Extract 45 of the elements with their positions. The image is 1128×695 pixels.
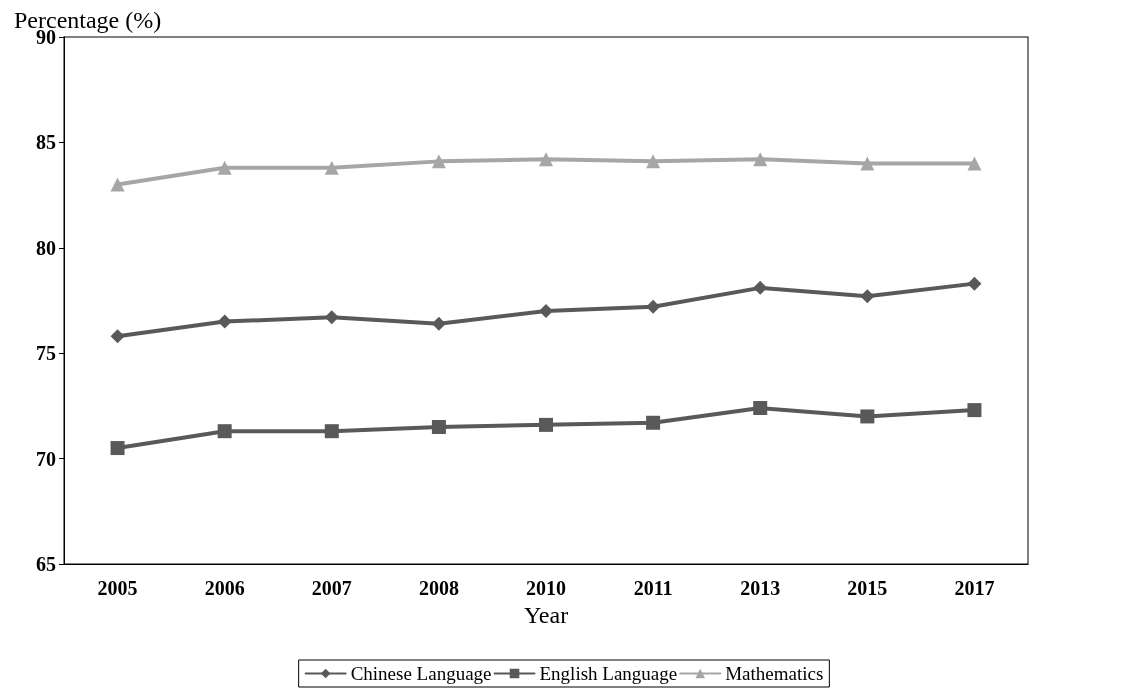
point	[217, 424, 232, 439]
point	[110, 177, 125, 192]
x-tick-label: 2013	[740, 577, 781, 599]
legend-label: Mathematics	[725, 663, 824, 684]
point	[753, 152, 768, 167]
point	[753, 280, 768, 295]
point	[110, 441, 125, 456]
point	[110, 329, 125, 344]
y-tick-label: 70	[36, 447, 56, 470]
x-tick-label: 2007	[311, 577, 352, 599]
point	[539, 304, 553, 319]
point	[431, 316, 446, 331]
y-tick-label: 75	[36, 342, 56, 365]
y-tick-label: 85	[36, 131, 56, 154]
x-axis-title: Year	[523, 601, 569, 628]
x-tick-label: 2005	[97, 577, 138, 599]
y-tick-label: 80	[36, 236, 56, 259]
legend-label: Chinese Language	[350, 663, 492, 684]
point	[217, 314, 232, 329]
point	[967, 276, 982, 291]
point	[217, 160, 232, 175]
y-tick-label: 65	[36, 553, 56, 575]
point	[431, 154, 446, 169]
point	[646, 415, 661, 430]
x-tick-label: 2010	[526, 577, 566, 599]
point	[753, 401, 768, 416]
point	[431, 419, 446, 434]
point	[646, 154, 661, 169]
point	[860, 156, 875, 171]
point	[967, 156, 982, 171]
x-tick-label: 2008	[418, 577, 459, 599]
point	[860, 289, 875, 304]
point	[646, 299, 661, 314]
x-tick-label: 2015	[847, 577, 888, 599]
point	[324, 160, 339, 175]
point	[860, 409, 875, 424]
point	[324, 424, 339, 439]
x-tick-label: 2017	[954, 577, 995, 599]
point	[539, 152, 553, 167]
point	[967, 403, 982, 418]
point	[324, 310, 339, 325]
x-tick-label: 2006	[204, 577, 245, 599]
point	[539, 417, 553, 432]
legend-label: English Language	[539, 663, 678, 684]
x-tick-label: 2011	[633, 577, 673, 599]
